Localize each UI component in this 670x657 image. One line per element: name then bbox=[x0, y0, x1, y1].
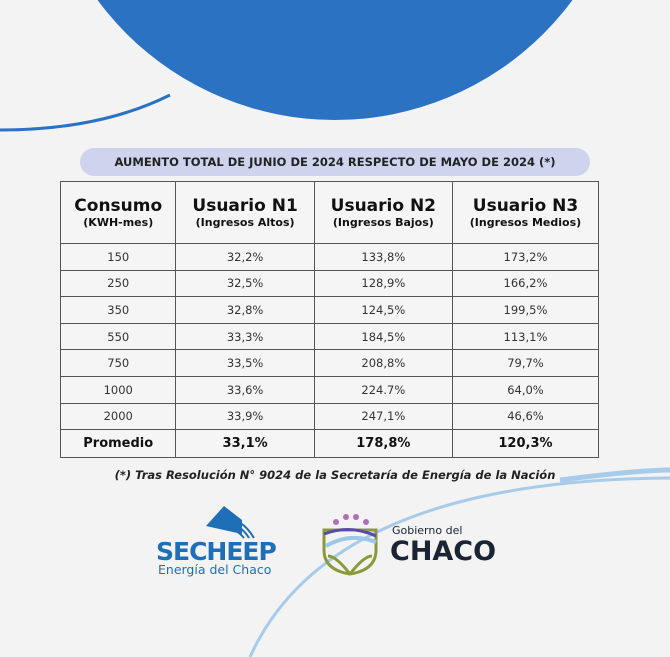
average-cell: 120,3% bbox=[451, 429, 600, 459]
average-row: Promedio 33,1% 178,8% 120,3% bbox=[59, 429, 600, 459]
table-title-banner: AUMENTO TOTAL DE JUNIO DE 2024 RESPECTO … bbox=[80, 148, 590, 176]
column-subtitle: (Ingresos Medios) bbox=[469, 215, 582, 229]
table-cell: 124,5% bbox=[313, 296, 453, 324]
table-row: 750 33,5% 208,8% 79,7% bbox=[59, 349, 600, 377]
table-cell: 199,5% bbox=[451, 296, 600, 324]
table-cell: 128,9% bbox=[313, 269, 453, 298]
column-header: Consumo (KWH-mes) bbox=[59, 181, 177, 244]
table-cell: 32,5% bbox=[175, 269, 315, 298]
table-cell: 224.7% bbox=[313, 375, 453, 404]
table-cell: 1000 bbox=[59, 375, 177, 404]
table-cell: 150 bbox=[59, 243, 177, 271]
column-subtitle: (KWH-mes) bbox=[83, 215, 154, 229]
column-header: Usuario N2 (Ingresos Bajos) bbox=[313, 181, 453, 244]
table-cell: 184,5% bbox=[313, 322, 453, 351]
column-subtitle: (Ingresos Bajos) bbox=[332, 215, 434, 229]
table-row: 350 32,8% 124,5% 199,5% bbox=[59, 296, 600, 324]
secheep-name: SECHEEP bbox=[156, 537, 277, 566]
table-cell: 33,5% bbox=[175, 349, 315, 377]
table-row: 1000 33,6% 224.7% 64,0% bbox=[59, 375, 600, 404]
table-cell: 208,8% bbox=[313, 349, 453, 377]
table-cell: 113,1% bbox=[451, 322, 600, 351]
table-cell: 79,7% bbox=[451, 349, 600, 377]
table-cell: 46,6% bbox=[451, 402, 600, 431]
table-row: 550 33,3% 184,5% 113,1% bbox=[59, 322, 600, 351]
average-cell: 178,8% bbox=[313, 429, 453, 459]
average-cell: 33,1% bbox=[175, 429, 315, 459]
column-title: Usuario N2 bbox=[330, 195, 437, 216]
chaco-emblem-icon bbox=[322, 514, 378, 576]
table-cell: 33,9% bbox=[175, 402, 315, 431]
table-cell: 33,6% bbox=[175, 375, 315, 404]
average-cell: Promedio bbox=[59, 429, 177, 459]
secheep-emblem-icon bbox=[206, 506, 255, 539]
footnote: (*) Tras Resolución N° 9024 de la Secret… bbox=[114, 468, 556, 482]
chaco-big-text: CHACO bbox=[390, 536, 497, 567]
table-cell: 350 bbox=[59, 296, 177, 324]
table-cell: 750 bbox=[59, 349, 177, 377]
table-cell: 133,8% bbox=[313, 243, 453, 271]
column-title: Usuario N1 bbox=[192, 195, 298, 216]
chaco-small-text: Gobierno del bbox=[392, 524, 463, 537]
tariff-increase-table: Consumo (KWH-mes) Usuario N1 (Ingresos Alto… bbox=[59, 181, 600, 459]
column-title: Consumo bbox=[74, 195, 163, 216]
column-header: Usuario N1 (Ingresos Altos) bbox=[175, 181, 315, 244]
table-cell: 550 bbox=[59, 322, 177, 351]
column-title: Usuario N3 bbox=[472, 195, 579, 216]
table-cell: 2000 bbox=[59, 402, 177, 431]
table-row: 250 32,5% 128,9% 166,2% bbox=[59, 269, 600, 298]
table-cell: 64,0% bbox=[451, 375, 600, 404]
column-header: Usuario N3 (Ingresos Medios) bbox=[451, 181, 600, 244]
column-subtitle: (Ingresos Altos) bbox=[195, 215, 295, 229]
table-cell: 32,8% bbox=[175, 296, 315, 324]
table-cell: 32,2% bbox=[175, 243, 315, 271]
table-cell: 173,2% bbox=[451, 243, 600, 271]
table-row: 150 32,2% 133,8% 173,2% bbox=[59, 243, 600, 271]
secheep-tagline: Energía del Chaco bbox=[158, 562, 272, 577]
table-cell: 33,3% bbox=[175, 322, 315, 351]
table-cell: 250 bbox=[59, 269, 177, 298]
table-cell: 247,1% bbox=[313, 402, 453, 431]
table-row: 2000 33,9% 247,1% 46,6% bbox=[59, 402, 600, 431]
table-cell: 166,2% bbox=[451, 269, 600, 298]
